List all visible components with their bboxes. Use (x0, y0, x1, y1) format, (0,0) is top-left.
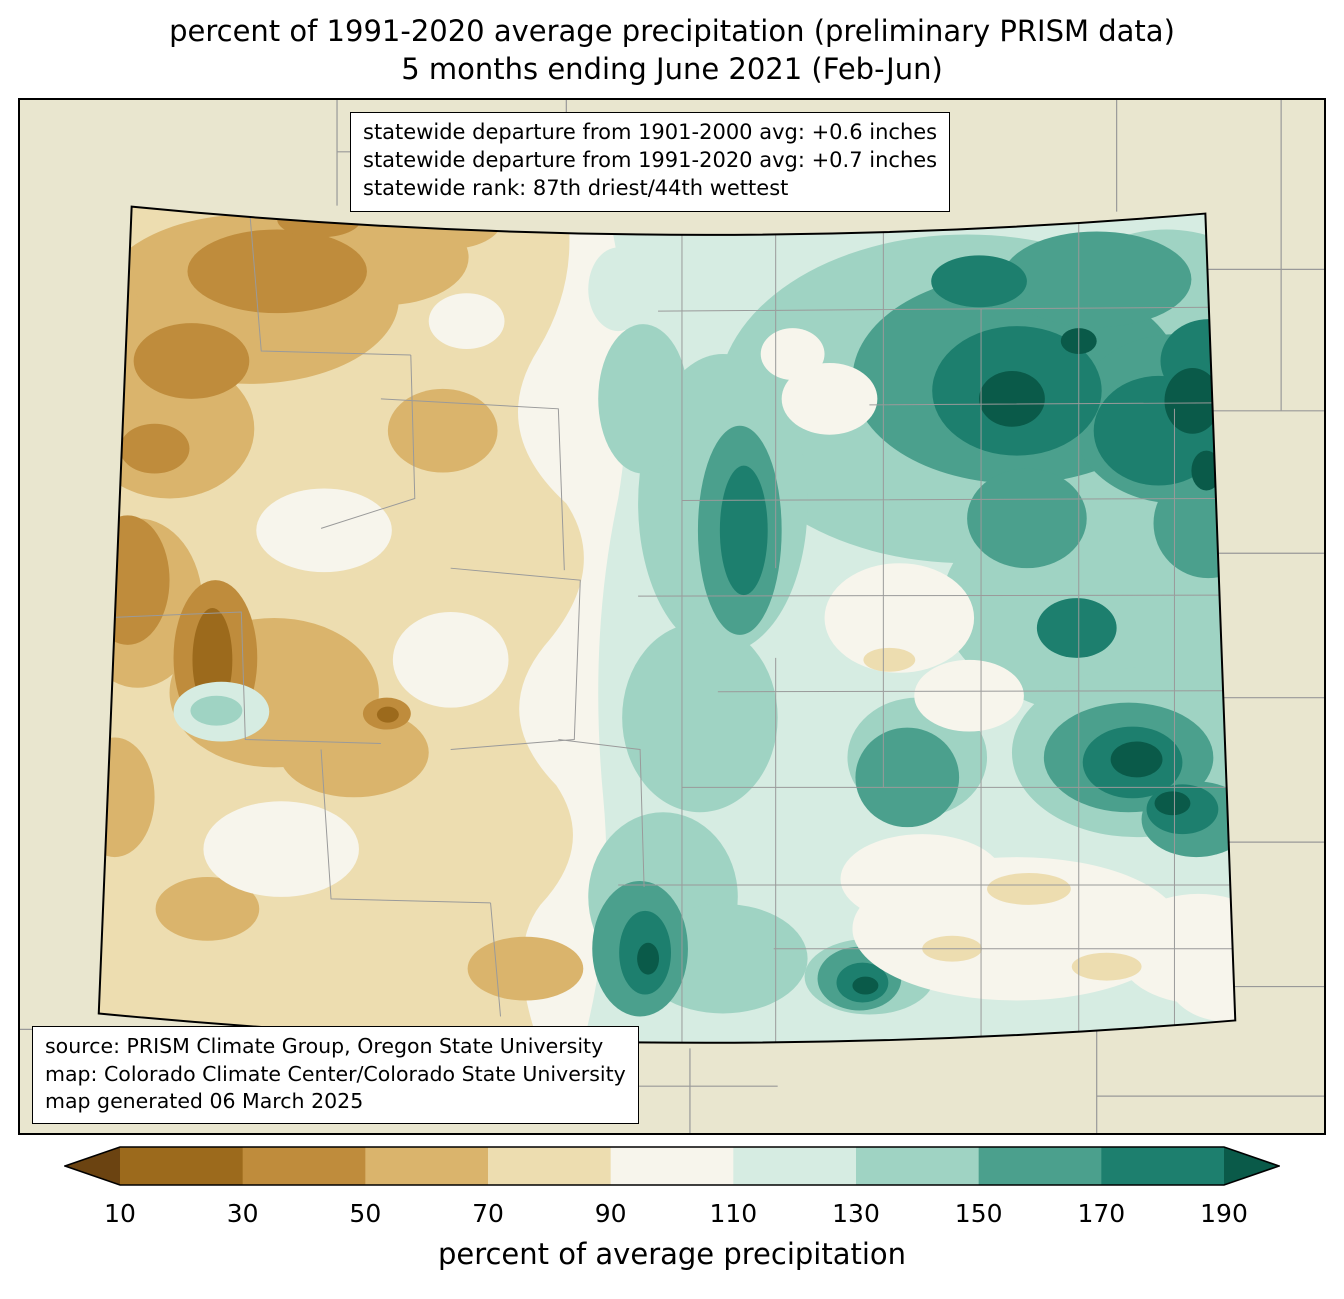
colorbar-segment (488, 1147, 612, 1185)
colorbar-segment (856, 1147, 980, 1185)
colorbar-tick-label: 150 (955, 1199, 1003, 1228)
source-line-3: map generated 06 March 2025 (45, 1088, 364, 1113)
colorbar-label: percent of average precipitation (437, 1237, 907, 1271)
source-line-2: map: Colorado Climate Center/Colorado St… (45, 1061, 626, 1086)
colorbar-tick-label: 130 (832, 1199, 880, 1228)
colorbar-segment (1101, 1147, 1225, 1185)
colorbar-high-arrow (1224, 1147, 1279, 1185)
colorbar: 10 30 50 70 90 110 130 150 170 190 (64, 1146, 1280, 1228)
colorbar-tick-label: 190 (1200, 1199, 1248, 1228)
colorbar-tick-label: 50 (349, 1199, 381, 1228)
colorbar-container: 10 30 50 70 90 110 130 150 170 190 (64, 1146, 1280, 1246)
colorado-precip-map: statewide departure from 1901-2000 avg: … (18, 98, 1326, 1135)
colorbar-tick-label: 10 (104, 1199, 136, 1228)
statewide-stats-box: statewide departure from 1901-2000 avg: … (350, 112, 951, 212)
colorbar-low-arrow (65, 1147, 120, 1185)
page-title: percent of 1991-2020 average precipitati… (0, 12, 1344, 88)
colorbar-tick-label: 110 (709, 1199, 757, 1228)
colorbar-segment (733, 1147, 857, 1185)
source-credit-box: source: PRISM Climate Group, Oregon Stat… (32, 1026, 639, 1124)
colorbar-tick-label: 90 (595, 1199, 627, 1228)
colorbar-segment (610, 1147, 734, 1185)
stats-line-1: statewide departure from 1901-2000 avg: … (363, 120, 938, 144)
colorado-county-lines (98, 206, 1236, 1043)
source-line-1: source: PRISM Climate Group, Oregon Stat… (45, 1034, 604, 1059)
colorbar-segment (365, 1147, 489, 1185)
colorbar-outline (64, 1146, 1280, 1186)
colorbar-segment (242, 1147, 366, 1185)
state-fill-layers (98, 206, 1236, 1043)
colorbar-tick-label: 170 (1077, 1199, 1125, 1228)
colorbar-tick-label: 30 (227, 1199, 259, 1228)
stats-line-3: statewide rank: 87th driest/44th wettest (363, 175, 789, 200)
precip-map-graphic (20, 100, 1324, 1133)
colorbar-segment (120, 1147, 244, 1185)
colorbar-tick-label: 70 (472, 1199, 504, 1228)
title-line-2: 5 months ending June 2021 (Feb-Jun) (401, 52, 943, 86)
title-line-1: percent of 1991-2020 average precipitati… (169, 14, 1175, 48)
stats-line-2: statewide departure from 1991-2020 avg: … (363, 147, 938, 172)
colorbar-segment (978, 1147, 1102, 1185)
